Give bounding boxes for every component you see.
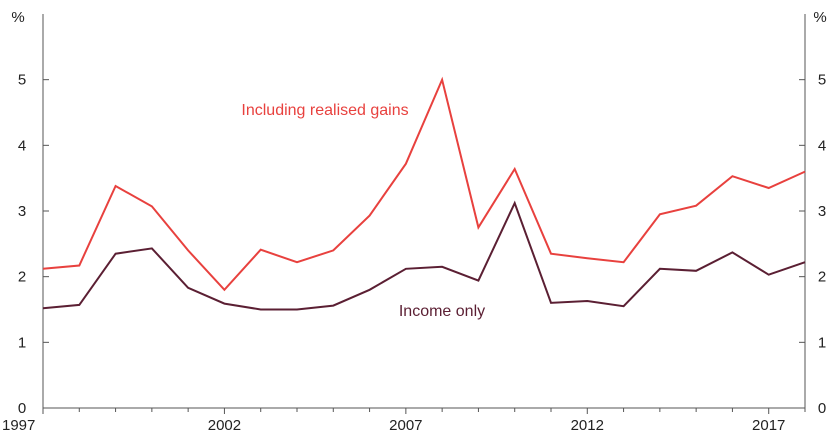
y-tick-label-right: 4	[818, 137, 826, 154]
y-tick-label-left: 3	[18, 203, 26, 220]
y-tick-label-right: 5	[818, 72, 826, 89]
y-tick-label-right: 2	[818, 269, 826, 286]
x-tick-label: 2012	[571, 417, 604, 434]
x-tick-label: 1997	[2, 417, 35, 434]
series-label-income-only: Income only	[399, 303, 485, 320]
y-axis-unit-right: %	[813, 9, 826, 26]
y-tick-label-left: 2	[18, 269, 26, 286]
x-tick-label: 2002	[208, 417, 241, 434]
y-tick-label-right: 3	[818, 203, 826, 220]
y-tick-label-right: 0	[818, 400, 826, 417]
y-tick-label-left: 0	[18, 400, 26, 417]
y-tick-label-left: 1	[18, 334, 26, 351]
series-lines	[43, 80, 805, 310]
series-label-including-realised-gains: Including realised gains	[241, 102, 408, 119]
x-tick-label: 2007	[389, 417, 422, 434]
series-line-including-realised-gains	[43, 80, 805, 290]
y-axis-unit-left: %	[11, 9, 24, 26]
y-tick-label-right: 1	[818, 334, 826, 351]
series-line-income-only	[43, 203, 805, 309]
y-tick-label-left: 4	[18, 137, 26, 154]
x-tick-label: 2017	[752, 417, 785, 434]
y-tick-label-left: 5	[18, 72, 26, 89]
